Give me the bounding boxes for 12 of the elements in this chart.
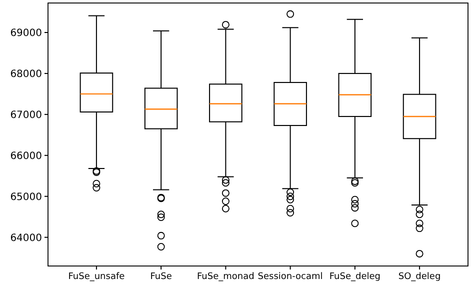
y-tick-label: 66000 xyxy=(10,150,42,162)
x-tick-label: FuSe_deleg xyxy=(329,272,380,282)
y-tick-label: 68000 xyxy=(10,68,42,80)
x-tick-label: Session-ocaml xyxy=(258,272,323,282)
y-tick-label: 64000 xyxy=(10,232,42,244)
y-tick-label: 65000 xyxy=(10,192,42,203)
x-tick-label: SO_deleg xyxy=(398,272,441,282)
y-tick-label: 67000 xyxy=(10,110,42,121)
y-tick-label: 69000 xyxy=(10,28,42,39)
x-tick-label: FuSe_unsafe xyxy=(68,272,126,282)
x-tick-label: FuSe_monad xyxy=(197,272,254,282)
x-tick-label: FuSe xyxy=(150,272,172,282)
